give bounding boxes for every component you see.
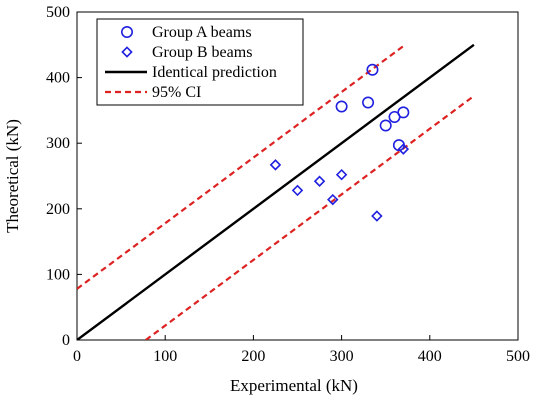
ci-line: [77, 45, 404, 290]
group-a-point: [379, 119, 392, 132]
group-a-point: [397, 106, 410, 119]
y-tick-label: 400: [46, 70, 70, 87]
legend-label: Group A beams: [152, 24, 252, 41]
y-axis-label: Theoretical (kN): [3, 119, 22, 233]
legend-label: Group B beams: [152, 44, 252, 61]
group-a-point: [362, 96, 375, 109]
series-layer: [77, 43, 475, 340]
ci-line: [145, 95, 475, 340]
group-b-point: [371, 210, 383, 222]
group-b-point: [327, 193, 339, 206]
group-b-point: [335, 168, 348, 181]
x-tick-label: 400: [418, 348, 442, 365]
legend-circle-icon: [121, 25, 134, 38]
group-a-point: [335, 100, 348, 113]
y-tick-label: 500: [46, 4, 70, 21]
y-tick-label: 300: [46, 135, 70, 152]
group-b-point: [397, 143, 410, 155]
legend-label: 95% CI: [152, 84, 201, 101]
legend-label: Identical prediction: [152, 64, 277, 81]
y-tick-label: 200: [46, 201, 70, 218]
x-tick-label: 500: [506, 348, 530, 365]
y-tick-label: 0: [62, 332, 70, 349]
x-tick-label: 300: [330, 348, 354, 365]
identity-line: [77, 43, 475, 340]
group-a-point: [366, 63, 379, 76]
group-b-point: [313, 175, 326, 187]
y-tick-label: 100: [46, 266, 70, 283]
axes: 0 100 200 300 400 500 0 100 200 300 400 500: [46, 4, 530, 365]
legend: Group A beams Group B beams Identical pred…: [96, 18, 304, 106]
group-b-point: [291, 184, 304, 197]
plot-area: [76, 11, 519, 341]
plot-frame: [76, 11, 519, 341]
x-tick-label: 0: [73, 348, 81, 365]
legend-diamond-icon: [121, 46, 133, 58]
group-b-point: [269, 159, 282, 171]
x-tick-label: 200: [241, 348, 265, 365]
x-axis-label: Experimental (kN): [230, 376, 358, 395]
x-tick-label: 100: [153, 348, 177, 365]
